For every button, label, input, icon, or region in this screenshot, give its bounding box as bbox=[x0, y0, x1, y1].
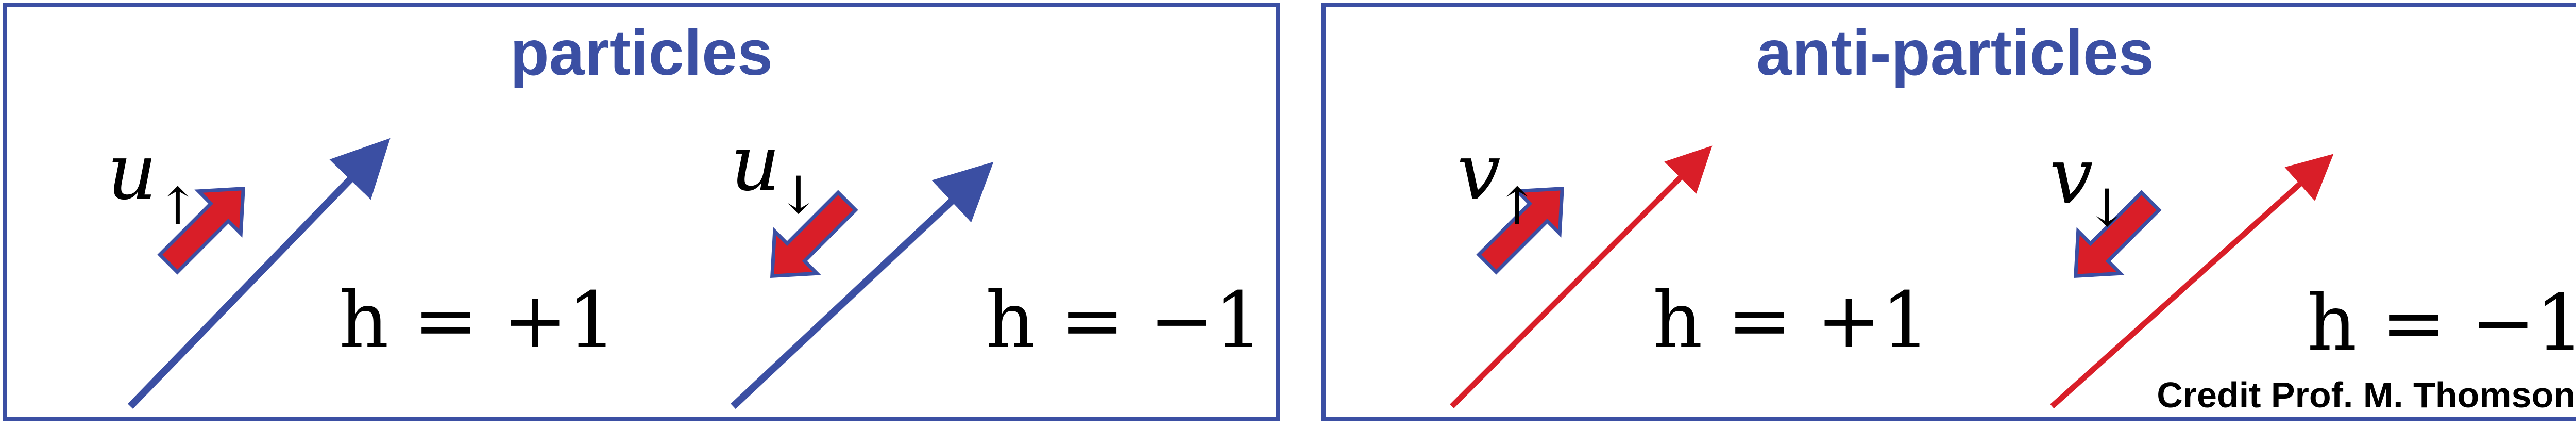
helicity-label: h = +1 bbox=[1653, 276, 1930, 366]
anti-particles-panel: anti-particles v ↑ h = +1 v ↓ h = −1 bbox=[1321, 3, 2576, 421]
anti-particles-diagram: v ↑ h = +1 v ↓ h = −1 bbox=[1450, 127, 2576, 409]
particles-diagram: u ↑ h = +1 u ↓ h = −1 bbox=[107, 119, 1263, 409]
antiparticle-state-v-down: v ↓ h = −1 bbox=[2049, 131, 2576, 409]
anti-particles-title: anti-particles bbox=[1756, 18, 2154, 89]
credit-text: Credit Prof. M. Thomson bbox=[2157, 375, 2575, 415]
spin-arrow-up-right bbox=[1476, 187, 1564, 275]
helicity-label: h = −1 bbox=[986, 276, 1263, 366]
antiparticle-state-v-up: v ↑ h = +1 bbox=[1450, 127, 1930, 408]
spin-glyph: ↑ bbox=[1496, 176, 1539, 237]
state-symbol: v bbox=[1457, 127, 1501, 217]
helicity-label: h = −1 bbox=[2307, 278, 2576, 368]
particles-panel: particles u ↑ h = +1 u ↓ h = −1 bbox=[3, 3, 1280, 421]
spin-arrow-down-left bbox=[2074, 190, 2162, 278]
momentum-arrow bbox=[2050, 154, 2334, 409]
helicity-label: h = +1 bbox=[339, 276, 617, 366]
spin-glyph: ↓ bbox=[777, 165, 820, 225]
momentum-arrow bbox=[127, 138, 391, 409]
spin-glyph: ↓ bbox=[2086, 178, 2129, 238]
state-symbol: v bbox=[2049, 131, 2093, 221]
momentum-arrow bbox=[1450, 145, 1713, 408]
state-symbol: u bbox=[107, 127, 157, 217]
particles-title: particles bbox=[510, 18, 773, 89]
spin-arrow-down-left bbox=[770, 190, 858, 278]
particle-state-u-down: u ↓ h = −1 bbox=[731, 119, 1263, 409]
spin-glyph: ↑ bbox=[156, 176, 199, 237]
state-symbol: u bbox=[731, 119, 781, 208]
momentum-arrow bbox=[731, 161, 994, 409]
spin-arrow-up-right bbox=[157, 187, 245, 275]
particle-state-u-up: u ↑ h = +1 bbox=[107, 127, 617, 409]
